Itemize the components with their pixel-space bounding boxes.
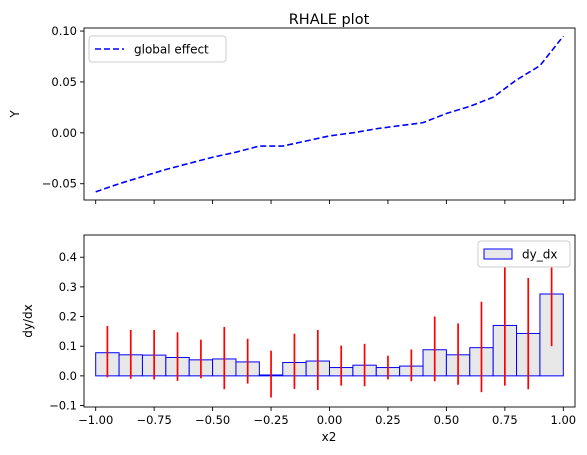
top-y-tick-label: −0.05 — [42, 177, 77, 191]
bottom-y-tick-label: 0.0 — [59, 369, 77, 383]
bottom-y-tick-label: 0.2 — [59, 310, 77, 324]
top-y-tick-label: 0.10 — [51, 24, 77, 38]
legend-box — [88, 35, 227, 63]
bottom-x-tick-label: −0.75 — [137, 413, 172, 427]
bottom-x-tick-label: −0.50 — [195, 413, 230, 427]
bottom-y-tick-label: 0.3 — [59, 280, 77, 294]
bottom-x-axis-label: x2 — [322, 430, 337, 444]
top-y-axis-label: Y — [8, 110, 22, 119]
bottom-y-tick-label: −0.1 — [49, 399, 77, 413]
chart-title: RHALE plot — [289, 12, 370, 28]
legend-global-effect: global effect — [88, 35, 227, 63]
bottom-x-tick-label: −0.25 — [253, 413, 288, 427]
bottom-x-axis: −1.00 −0.75 −0.50 −0.25 0.00 0.25 0.50 0.75 1.00 — [78, 407, 576, 427]
legend-box — [477, 240, 571, 268]
top-y-tick-label: 0.00 — [51, 126, 77, 140]
bottom-x-tick-label: −1.00 — [78, 413, 113, 427]
top-x-axis — [95, 200, 564, 204]
top-series — [95, 35, 564, 193]
bottom-panel: −0.1 0.0 0.1 0.2 0.3 0.4 −1.00 −0.75 −0.50 −0.25… — [21, 234, 576, 444]
legend-dy-dx: dy_dx — [477, 240, 571, 268]
bottom-y-axis-label: dy/dx — [21, 304, 35, 337]
bottom-error-bars — [106, 243, 553, 398]
bottom-y-axis: −0.1 0.0 0.1 0.2 0.3 0.4 — [49, 250, 84, 413]
bottom-y-tick-label: 0.1 — [59, 339, 77, 353]
series-line-global-effect — [95, 35, 564, 193]
bottom-x-tick-label: 1.00 — [551, 413, 577, 427]
top-y-axis: −0.05 0.00 0.05 0.10 — [42, 24, 84, 191]
bottom-x-tick-label: 0.50 — [434, 413, 460, 427]
top-y-tick-label: 0.05 — [51, 75, 77, 89]
legend-label-global-effect: global effect — [134, 43, 209, 57]
bottom-x-tick-label: 0.25 — [375, 413, 401, 427]
bottom-x-tick-label: 0.75 — [492, 413, 518, 427]
bottom-y-tick-label: 0.4 — [59, 250, 77, 264]
bottom-x-tick-label: 0.00 — [317, 413, 343, 427]
top-panel: RHALE plot −0.05 0.00 0.05 0.10 Y global ef… — [8, 12, 576, 204]
legend-bar-swatch — [483, 248, 513, 260]
legend-label-dy-dx: dy_dx — [522, 248, 557, 262]
